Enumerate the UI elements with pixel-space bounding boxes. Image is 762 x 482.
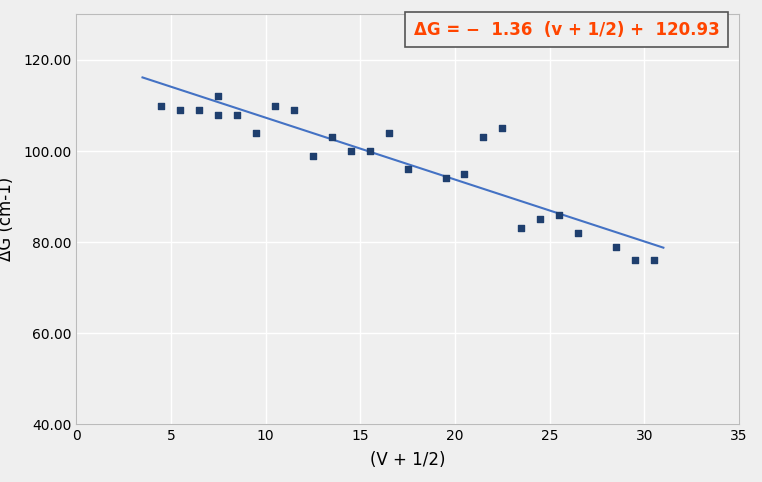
Point [155, 102, 168, 109]
Point [212, 111, 224, 119]
Point [459, 170, 471, 178]
Y-axis label: ΔG (cm-1): ΔG (cm-1) [0, 177, 14, 261]
Point [307, 152, 319, 160]
Point [496, 124, 508, 132]
Point [269, 102, 281, 109]
Point [231, 111, 243, 119]
Point [326, 134, 338, 141]
Text: ΔG = −  1.36  (v + 1/2) +  120.93: ΔG = − 1.36 (v + 1/2) + 120.93 [414, 21, 719, 39]
Point [288, 106, 300, 114]
Point [553, 211, 565, 219]
Point [212, 93, 224, 100]
Point [250, 129, 262, 137]
Point [572, 229, 584, 237]
Point [515, 225, 527, 232]
Point [534, 215, 546, 223]
Point [344, 147, 357, 155]
Point [648, 256, 660, 264]
Point [440, 174, 452, 182]
Point [383, 129, 395, 137]
Point [629, 256, 641, 264]
Point [174, 106, 187, 114]
Point [610, 243, 622, 251]
X-axis label: (V + 1/2): (V + 1/2) [370, 451, 446, 469]
Point [194, 106, 206, 114]
Point [402, 165, 414, 173]
Point [477, 134, 489, 141]
Point [363, 147, 376, 155]
